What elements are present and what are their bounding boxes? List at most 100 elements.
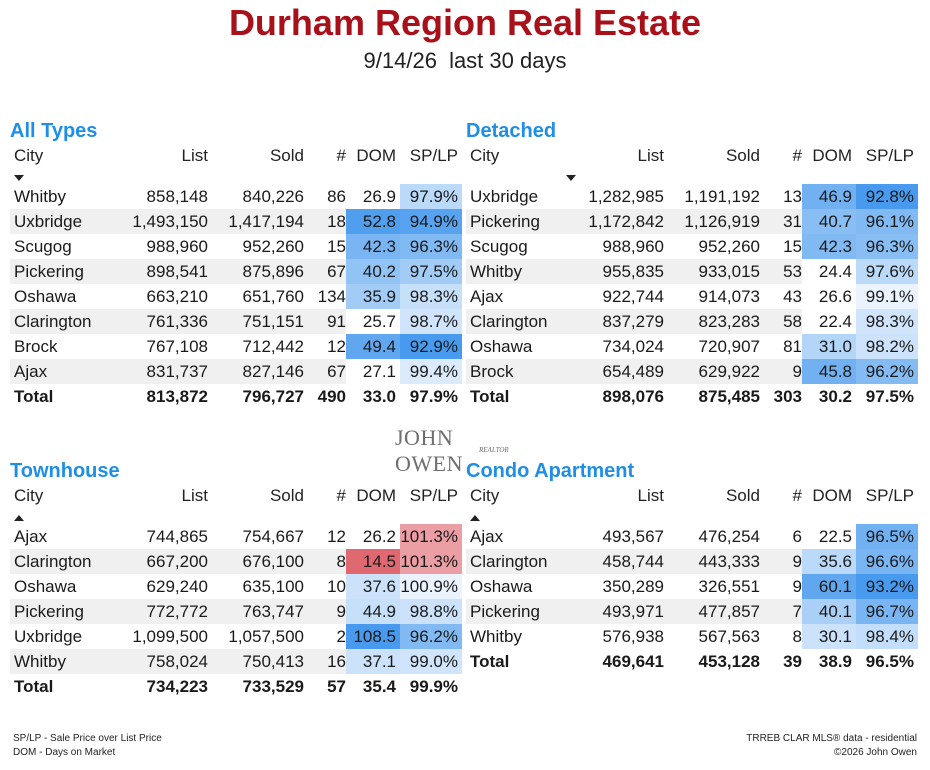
cell-dom: 40.7 (802, 209, 856, 234)
column-header-dom[interactable]: DOM (346, 486, 400, 524)
report-date: 9/14/26 (363, 48, 437, 73)
cell-count: 67 (304, 259, 346, 284)
cell-dom: 22.4 (802, 309, 856, 334)
column-header-list[interactable]: List (584, 146, 664, 184)
cell-dom: 30.1 (802, 624, 856, 649)
table-row[interactable]: Scugog 988,960 952,260 15 42.3 96.3% (10, 234, 462, 259)
column-header-dom[interactable]: DOM (802, 146, 856, 184)
table-row[interactable]: Pickering 772,772 763,747 9 44.9 98.8% (10, 599, 462, 624)
column-header-sold[interactable]: Sold (208, 146, 304, 184)
table-row[interactable]: Whitby 758,024 750,413 16 37.1 99.0% (10, 649, 462, 674)
column-header-city[interactable]: City (10, 146, 128, 184)
column-header-sold[interactable]: Sold (664, 146, 760, 184)
table-row[interactable]: Whitby 955,835 933,015 53 24.4 97.6% (466, 259, 918, 284)
table-row[interactable]: Oshawa 629,240 635,100 10 37.6 100.9% (10, 574, 462, 599)
table-row[interactable]: Uxbridge 1,282,985 1,191,192 13 46.9 92.8% (466, 184, 918, 209)
cell-list: 458,744 (584, 549, 664, 574)
column-header-count[interactable]: # (304, 146, 346, 184)
cell-city: Ajax (10, 359, 128, 384)
cell-dom: 44.9 (346, 599, 400, 624)
table-row[interactable]: Scugog 988,960 952,260 15 42.3 96.3% (466, 234, 918, 259)
cell-city: Clarington (10, 549, 128, 574)
table-row[interactable]: Whitby 576,938 567,563 8 30.1 98.4% (466, 624, 918, 649)
cell-splp: 100.9% (400, 574, 462, 599)
cell-splp: 98.3% (400, 284, 462, 309)
column-header-list[interactable]: List (128, 146, 208, 184)
table-row[interactable]: Pickering 898,541 875,896 67 40.2 97.5% (10, 259, 462, 284)
column-header-sold[interactable]: Sold (664, 486, 760, 524)
table-row[interactable]: Oshawa 350,289 326,551 9 60.1 93.2% (466, 574, 918, 599)
table-row[interactable]: Pickering 1,172,842 1,126,919 31 40.7 96.1% (466, 209, 918, 234)
footer-source: TRREB CLAR MLS® data - residential ©2026… (746, 732, 917, 760)
table-row[interactable]: Brock 767,108 712,442 12 49.4 92.9% (10, 334, 462, 359)
total-splp: 97.9% (400, 384, 462, 410)
cell-list: 955,835 (584, 259, 664, 284)
table-row[interactable]: Uxbridge 1,493,150 1,417,194 18 52.8 94.9% (10, 209, 462, 234)
footer-dom-note: DOM - Days on Market (13, 747, 116, 758)
cell-city: Whitby (470, 626, 522, 646)
cell-list: 576,938 (602, 626, 664, 646)
total-row: Total 813,872 796,727 490 33.0 97.9% (10, 384, 462, 410)
table-row[interactable]: Oshawa 663,210 651,760 134 35.9 98.3% (10, 284, 462, 309)
column-header-label: SP/LP (865, 146, 914, 165)
cell-splp: 98.2% (856, 334, 918, 359)
column-header-dom[interactable]: DOM (346, 146, 400, 184)
footer-copyright: ©2026 John Owen (834, 747, 917, 758)
cell-dom: 35.6 (802, 549, 856, 574)
column-header-splp[interactable]: SP/LP (856, 486, 918, 524)
column-header-count[interactable]: # (760, 486, 802, 524)
cell-count: 9 (304, 599, 346, 624)
table-row[interactable]: Pickering 493,971 477,857 7 40.1 96.7% (466, 599, 918, 624)
total-splp: 96.5% (856, 649, 918, 675)
column-header-city[interactable]: City (10, 486, 128, 524)
cell-city: Ajax (470, 526, 504, 546)
cell-splp: 98.4% (856, 624, 918, 649)
column-header-list[interactable]: List (128, 486, 208, 524)
column-header-splp[interactable]: SP/LP (400, 146, 462, 184)
total-city: Total (10, 384, 128, 410)
cell-count: 10 (327, 576, 346, 596)
column-header-list[interactable]: List (584, 486, 664, 524)
column-header-label: DOM (812, 146, 852, 165)
cell-dom: 46.9 (802, 184, 856, 209)
table-row[interactable]: Clarington 458,744 443,333 9 35.6 96.6% (466, 549, 918, 574)
table-row[interactable]: Oshawa 734,024 720,907 81 31.0 98.2% (466, 334, 918, 359)
table-row[interactable]: Ajax 831,737 827,146 67 27.1 99.4% (10, 359, 462, 384)
cell-splp: 97.9% (400, 184, 462, 209)
table-row[interactable]: Ajax 744,865 754,667 12 26.2 101.3% (10, 524, 462, 549)
table-row[interactable]: Uxbridge 1,099,500 1,057,500 2 108.5 96.2% (10, 624, 462, 649)
cell-sold: 763,747 (208, 599, 304, 624)
cell-dom: 42.3 (346, 234, 400, 259)
cell-dom: 27.1 (346, 359, 400, 384)
cell-count: 6 (792, 526, 802, 546)
logo-subtitle: REALTOR (479, 446, 509, 454)
column-header-count[interactable]: # (760, 146, 802, 184)
table-row[interactable]: Ajax 922,744 914,073 43 26.6 99.1% (466, 284, 918, 309)
column-header-count[interactable]: # (304, 486, 346, 524)
cell-count: 67 (304, 359, 346, 384)
column-header-splp[interactable]: SP/LP (856, 146, 918, 184)
cell-dom: 35.9 (346, 284, 400, 309)
column-header-city[interactable]: City (466, 486, 584, 524)
table-row[interactable]: Clarington 667,200 676,100 8 14.5 101.3% (10, 549, 462, 574)
cell-city: Whitby (466, 259, 584, 284)
column-header-dom[interactable]: DOM (802, 486, 856, 524)
table-row[interactable]: Brock 654,489 629,922 9 45.8 96.2% (466, 359, 918, 384)
column-header-splp[interactable]: SP/LP (400, 486, 462, 524)
column-header-city[interactable]: City (466, 146, 584, 184)
table-row[interactable]: Whitby 858,148 840,226 86 26.9 97.9% (10, 184, 462, 209)
cell-splp: 99.0% (400, 649, 462, 674)
cell-sold: 1,417,194 (208, 209, 304, 234)
column-header-label: DOM (356, 486, 396, 505)
column-header-sold[interactable]: Sold (208, 486, 304, 524)
table-row[interactable]: Clarington 761,336 751,151 91 25.7 98.7% (10, 309, 462, 334)
stats-table: City List Sold # DOM SP/LP Ajax 744,865 754,667 1… (10, 486, 462, 700)
table-row[interactable]: Clarington 837,279 823,283 58 22.4 98.3% (466, 309, 918, 334)
cell-dom: 40.2 (346, 259, 400, 284)
table-row[interactable]: Ajax 493,567 476,254 6 22.5 96.5% (466, 524, 918, 549)
cell-city: Uxbridge (10, 209, 128, 234)
cell-dom: 26.9 (346, 184, 400, 209)
report-period: last 30 days (449, 48, 567, 73)
cell-city: Whitby (14, 186, 66, 206)
stats-table: City List Sold # DOM SP/LP Whitby 858,148 840,22… (10, 146, 462, 410)
